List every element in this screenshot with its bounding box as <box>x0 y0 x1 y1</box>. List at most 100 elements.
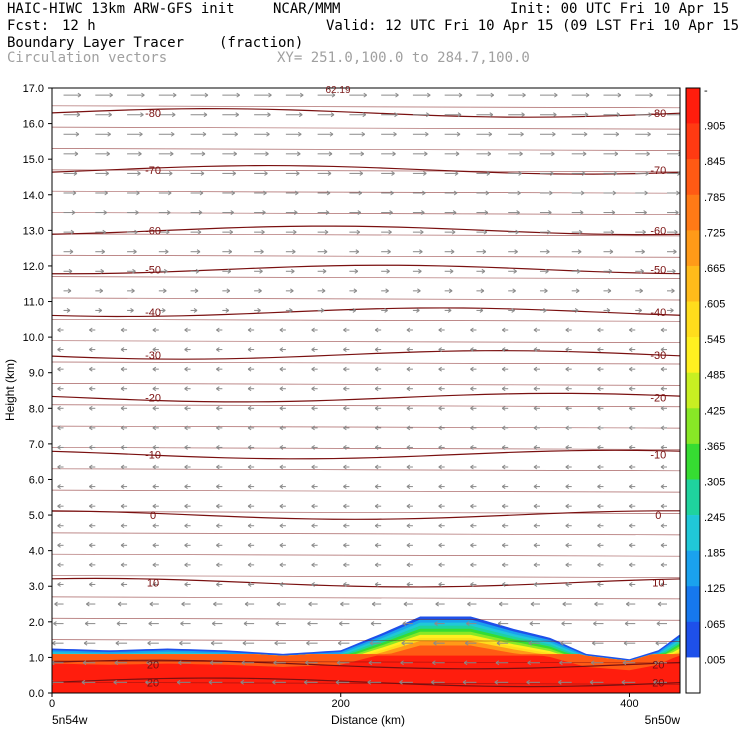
vector-arrow <box>470 542 474 548</box>
vector-arrow <box>227 268 232 274</box>
vector-arrow <box>67 288 72 294</box>
vector-arrow <box>565 347 570 352</box>
colorbar-label: .185 <box>704 548 725 560</box>
y-axis: 0.0 1.0 2.0 3.0 4.0 5.0 6.0 7.0 8.0 9.0 10.0 11.0 12… <box>23 83 52 700</box>
vector-arrow <box>406 503 411 509</box>
vector-arrow <box>120 366 125 372</box>
vector-arrow <box>89 405 93 411</box>
vector-arrow <box>422 190 426 196</box>
vector-arrow <box>660 425 665 431</box>
vector-arrow <box>296 151 301 157</box>
colorbar-label: .725 <box>704 227 725 239</box>
vector-arrow <box>374 484 379 490</box>
vector-arrow <box>114 660 119 666</box>
vector-arrow <box>328 151 333 157</box>
isotherm-line <box>52 425 680 429</box>
vector-arrow <box>57 464 61 470</box>
vector-arrow <box>100 268 105 274</box>
vector-arrow <box>57 405 61 411</box>
vector-arrow <box>166 210 171 215</box>
plot-frame <box>51 87 681 694</box>
vector-arrow <box>533 347 538 352</box>
vector-arrow <box>450 249 455 255</box>
vector-arrow <box>361 131 366 137</box>
vector-arrow <box>394 112 398 118</box>
vector-arrow <box>579 210 584 215</box>
vector-arrow <box>152 582 157 587</box>
vector-arrow <box>590 660 595 666</box>
colorbar-swatch <box>686 621 700 658</box>
y-tick-label: 0.0 <box>29 688 44 700</box>
vector-arrow <box>120 327 125 333</box>
vector-arrow <box>202 131 207 137</box>
vectors-label: Circulation vectors <box>7 50 168 66</box>
y-tick-label: 1.0 <box>29 652 44 664</box>
vector-arrow <box>120 347 125 352</box>
vector-arrow <box>57 327 61 333</box>
y-tick-label: 4.0 <box>29 546 44 558</box>
vector-arrow <box>179 640 183 646</box>
vector-arrow <box>113 679 117 685</box>
vector-arrow <box>353 288 358 294</box>
colorbar-label: .545 <box>704 334 725 346</box>
vector-arrow <box>169 151 174 157</box>
vector-arrow <box>137 170 141 176</box>
vector-arrow <box>235 112 239 118</box>
vector-arrow <box>120 562 125 568</box>
vector-arrow <box>140 112 144 118</box>
vector-arrow <box>470 464 474 470</box>
colorbar-swatch <box>686 194 700 231</box>
vector-arrow <box>77 92 82 98</box>
vector-arrow <box>581 170 586 176</box>
vector-arrow <box>501 503 506 509</box>
header-valid: Valid: 12 UTC Fri 10 Apr 15 (09 LST Fri … <box>326 18 740 34</box>
vector-arrow <box>389 210 393 215</box>
isotherm-line <box>52 532 680 536</box>
vector-arrow <box>597 503 601 509</box>
vector-arrow <box>565 464 570 470</box>
vector-arrow <box>311 327 315 333</box>
x-tick-label: 0 <box>49 698 55 710</box>
vector-arrow <box>208 679 213 685</box>
vector-arrow <box>406 405 411 411</box>
vector-arrow <box>374 464 379 470</box>
isotherm-contours <box>52 105 680 688</box>
vector-arrow <box>152 386 157 392</box>
vector-arrow <box>152 327 157 333</box>
vector-arrow <box>393 131 397 137</box>
vector-arrow <box>52 640 56 646</box>
vector-arrow <box>374 582 379 587</box>
vector-arrow <box>565 327 570 333</box>
vector-arrow <box>597 405 601 411</box>
vector-arrow <box>597 523 601 529</box>
vector-arrow <box>597 464 601 470</box>
x-end-right: 5n50w <box>645 713 681 727</box>
vector-arrow <box>395 92 399 98</box>
isotherm-line <box>52 404 680 408</box>
vector-arrow <box>518 170 522 176</box>
vector-arrow <box>628 562 633 568</box>
vector-arrow <box>456 131 461 137</box>
vector-arrow <box>209 660 214 666</box>
vector-arrow <box>132 268 136 274</box>
vector-arrow <box>628 347 633 352</box>
vector-arrow <box>565 366 570 372</box>
vector-arrow <box>260 249 264 255</box>
vector-arrow <box>194 288 199 294</box>
vector-arrow <box>162 288 167 294</box>
vector-arrow <box>89 484 93 490</box>
isotherm-label: 20 <box>147 677 159 689</box>
vector-arrow <box>171 112 176 118</box>
vector-arrow <box>76 112 81 118</box>
vector-arrow <box>172 92 177 98</box>
vector-arrow <box>354 268 359 274</box>
vector-arrow <box>89 464 93 470</box>
vector-arrow <box>311 562 315 568</box>
vector-arrow <box>320 308 325 313</box>
vector-arrow <box>400 660 404 666</box>
vector-arrow <box>464 640 469 646</box>
isotherm-label: 0 <box>655 510 661 522</box>
vector-arrow <box>551 151 555 157</box>
vector-arrow <box>108 112 112 118</box>
vector-arrow <box>57 484 61 490</box>
